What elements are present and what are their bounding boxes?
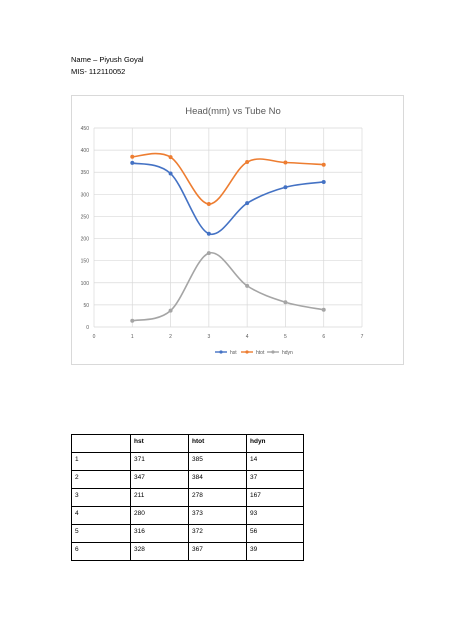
table-row: 6 328 367 39 [71,542,304,561]
x-tick-label: 3 [207,334,210,340]
data-point-hdyn [206,251,211,256]
x-tick-label: 1 [131,334,134,340]
y-tick-label: 450 [81,126,90,132]
legend-label-hdyn: hdyn [282,350,293,356]
table-cell: 328 [130,542,189,561]
table-cell: 367 [188,542,247,561]
y-tick-label: 250 [81,214,90,220]
y-tick-label: 50 [83,303,89,309]
y-tick-label: 0 [86,325,89,331]
table-cell: 211 [130,488,189,507]
y-tick-label: 150 [81,259,90,265]
y-tick-label: 400 [81,148,90,154]
table-row: 4 280 373 93 [71,506,304,525]
table-header-cell: hdyn [246,434,304,453]
data-point-hst [321,179,326,184]
table-cell: 2 [71,470,131,489]
x-tick-label: 2 [169,334,172,340]
table-cell: 56 [246,524,304,543]
x-tick-label: 4 [246,334,249,340]
table-cell: 3 [71,488,131,507]
table-cell: 280 [130,506,189,525]
x-tick-label: 0 [93,334,96,340]
table-header-cell [71,434,131,453]
table-cell: 316 [130,524,189,543]
table-row: 2 347 384 37 [71,470,304,489]
legend-marker-hst [219,350,223,354]
table-cell: 37 [246,470,304,489]
mis-line: MIS- 112110052 [71,67,126,76]
data-point-hdyn [168,308,173,313]
data-point-hst [130,160,135,165]
table-cell: 39 [246,542,304,561]
table-row: 5 316 372 56 [71,524,304,543]
line-chart: Head(mm) vs Tube No050100150200250300350… [81,106,364,356]
data-point-hst [206,231,211,236]
data-point-hdyn [283,300,288,305]
table-cell: 371 [130,452,189,471]
table-header-cell: hst [130,434,189,453]
legend-marker-hdyn [271,350,275,354]
data-point-hdyn [245,283,250,288]
table-header-cell: htot [188,434,247,453]
legend-marker-htot [245,350,249,354]
table-cell: 14 [246,452,304,471]
table-cell: 385 [188,452,247,471]
data-point-htot [245,160,250,165]
table-cell: 373 [188,506,247,525]
data-point-hst [245,201,250,206]
name-line: Name – Piyush Goyal [71,55,144,64]
table-cell: 372 [188,524,247,543]
legend-label-hst: hst [230,350,237,356]
table-row: 3 211 278 167 [71,488,304,507]
data-point-htot [283,160,288,165]
data-point-htot [130,154,135,159]
data-point-htot [321,162,326,167]
x-tick-label: 7 [361,334,364,340]
series-line-hdyn [132,252,324,322]
x-tick-label: 6 [322,334,325,340]
y-tick-label: 200 [81,237,90,243]
table-cell: 6 [71,542,131,561]
chart-container: Head(mm) vs Tube No 0 50 100 150 200 250 300 350… [71,95,404,365]
data-point-hdyn [130,318,135,323]
table-cell: 384 [188,470,247,489]
data-point-hdyn [321,307,326,312]
document-header: Name – Piyush Goyal MIS- 112110052 [71,54,144,78]
table-header-row: hst htot hdyn [71,434,304,453]
table-cell: 347 [130,470,189,489]
series-line-htot [132,152,324,205]
data-point-hst [168,171,173,176]
data-point-htot [206,202,211,207]
table-cell: 278 [188,488,247,507]
x-tick-label: 5 [284,334,287,340]
series-line-hst [132,162,324,235]
data-point-hst [283,185,288,190]
table-row: 1 371 385 14 [71,452,304,471]
table-cell: 167 [246,488,304,507]
chart-title: Head(mm) vs Tube No [185,106,281,117]
y-tick-label: 100 [81,281,90,287]
data-table: hst htot hdyn 1 371 385 14 2 347 384 37 … [71,434,304,561]
table-cell: 4 [71,506,131,525]
table-cell: 1 [71,452,131,471]
data-point-htot [168,155,173,160]
y-tick-label: 350 [81,170,90,176]
y-tick-label: 300 [81,192,90,198]
table-cell: 93 [246,506,304,525]
legend-label-htot: htot [256,350,265,356]
table-cell: 5 [71,524,131,543]
